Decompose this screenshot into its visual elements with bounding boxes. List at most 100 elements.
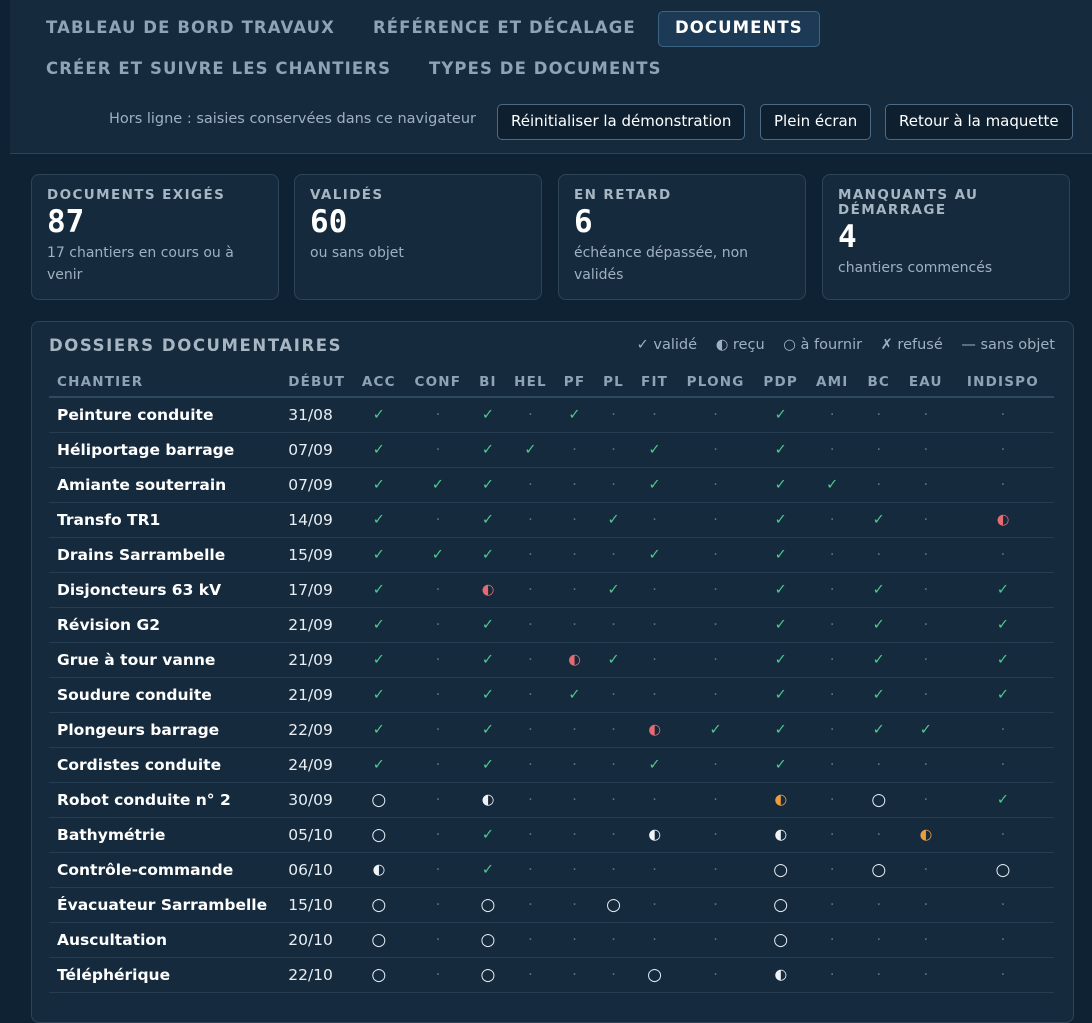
doc-status-cell[interactable]: ✓ [469, 537, 507, 573]
doc-status-cell[interactable]: ✓ [754, 397, 807, 433]
table-row[interactable]: Soudure conduite 21/09 ✓ · ✓ · ✓ · · · ✓ · ✓ · ✓ [49, 677, 1054, 713]
doc-status-cell[interactable]: ✓ [469, 397, 507, 433]
doc-status-cell[interactable]: ○ [754, 852, 807, 888]
table-row[interactable]: Contrôle-commande 06/10 ◐ · ✓ · · · · · ○ · ○ · ○ [49, 852, 1054, 888]
doc-status-cell[interactable]: ✓ [469, 852, 507, 888]
table-row[interactable]: Héliportage barrage 07/09 ✓ · ✓ ✓ · · ✓ · ✓ · · · · [49, 432, 1054, 468]
doc-status-cell[interactable]: ✓ [632, 467, 677, 503]
doc-status-cell[interactable]: ○ [351, 782, 407, 818]
doc-status-cell[interactable]: ✓ [469, 817, 507, 853]
doc-status-cell[interactable]: ○ [594, 887, 633, 923]
doc-status-cell[interactable]: ◐ [554, 642, 595, 678]
doc-status-cell[interactable]: ○ [469, 887, 507, 923]
doc-status-cell[interactable]: ✓ [632, 432, 677, 468]
doc-status-cell[interactable]: ✓ [469, 642, 507, 678]
doc-status-cell[interactable]: ✓ [469, 747, 507, 783]
table-row[interactable]: Auscultation 20/10 ○ · ○ · · · · · ○ · · · · [49, 922, 1054, 958]
doc-status-cell[interactable]: ◐ [632, 712, 677, 748]
doc-status-cell[interactable]: ✓ [351, 677, 407, 713]
tab-reference-et-decalage[interactable]: RÉFÉRENCE ET DÉCALAGE [373, 18, 636, 37]
doc-status-cell[interactable]: ✓ [754, 712, 807, 748]
doc-status-cell[interactable]: ◐ [754, 817, 807, 853]
doc-status-cell[interactable]: ✓ [951, 642, 1054, 678]
doc-status-cell[interactable]: ○ [351, 957, 407, 993]
table-row[interactable]: Robot conduite n° 2 30/09 ○ · ◐ · · · · · ◐ · ○ · ✓ [49, 782, 1054, 818]
doc-status-cell[interactable]: ✓ [857, 502, 900, 538]
doc-status-cell[interactable]: ✓ [951, 677, 1054, 713]
doc-status-cell[interactable]: ✓ [351, 537, 407, 573]
doc-status-cell[interactable]: ✓ [857, 572, 900, 608]
table-row[interactable]: Cordistes conduite 24/09 ✓ · ✓ · · · ✓ · ✓ · · · · [49, 747, 1054, 783]
tab-documents[interactable]: DOCUMENTS [658, 11, 820, 47]
doc-status-cell[interactable]: ◐ [469, 782, 507, 818]
doc-status-cell[interactable]: ✓ [754, 432, 807, 468]
doc-status-cell[interactable]: ✓ [351, 397, 407, 433]
doc-status-cell[interactable]: ✓ [594, 572, 633, 608]
doc-status-cell[interactable]: ○ [951, 852, 1054, 888]
table-row[interactable]: Disjoncteurs 63 kV 17/09 ✓ · ◐ · · ✓ · · ✓ · ✓ · ✓ [49, 572, 1054, 608]
doc-status-cell[interactable]: ○ [469, 922, 507, 958]
table-row[interactable]: Drains Sarrambelle 15/09 ✓ ✓ ✓ · · · ✓ · ✓ · · · · [49, 537, 1054, 573]
doc-status-cell[interactable]: ◐ [754, 782, 807, 818]
doc-status-cell[interactable]: ✓ [351, 467, 407, 503]
doc-status-cell[interactable]: ✓ [469, 467, 507, 503]
doc-status-cell[interactable]: ✓ [469, 502, 507, 538]
fullscreen-button[interactable]: Plein écran [760, 104, 872, 140]
doc-status-cell[interactable]: ✓ [806, 467, 858, 503]
doc-status-cell[interactable]: ✓ [506, 432, 555, 468]
doc-status-cell[interactable]: ✓ [632, 747, 677, 783]
doc-status-cell[interactable]: ✓ [754, 502, 807, 538]
doc-status-cell[interactable]: ✓ [754, 677, 807, 713]
table-row[interactable]: Transfo TR1 14/09 ✓ · ✓ · · ✓ · · ✓ · ✓ · ◐ [49, 502, 1054, 538]
doc-status-cell[interactable]: ✓ [754, 572, 807, 608]
doc-status-cell[interactable]: ✓ [406, 537, 470, 573]
table-row[interactable]: Peinture conduite 31/08 ✓ · ✓ · ✓ · · · ✓ · · · · [49, 397, 1054, 433]
table-row[interactable]: Téléphérique 22/10 ○ · ○ · · · ○ · ◐ · · · · [49, 957, 1054, 993]
doc-status-cell[interactable]: ◐ [351, 852, 407, 888]
doc-status-cell[interactable]: ✓ [469, 677, 507, 713]
doc-status-cell[interactable]: ✓ [554, 397, 595, 433]
doc-status-cell[interactable]: ○ [351, 887, 407, 923]
doc-status-cell[interactable]: ○ [351, 922, 407, 958]
doc-status-cell[interactable]: ○ [754, 922, 807, 958]
back-to-mockup-button[interactable]: Retour à la maquette [885, 104, 1073, 140]
reset-demo-button[interactable]: Réinitialiser la démonstration [497, 104, 746, 140]
doc-status-cell[interactable]: ○ [632, 957, 677, 993]
doc-status-cell[interactable]: ✓ [754, 467, 807, 503]
doc-status-cell[interactable]: ✓ [676, 712, 755, 748]
doc-status-cell[interactable]: ✓ [594, 502, 633, 538]
doc-status-cell[interactable]: ◐ [899, 817, 952, 853]
doc-status-cell[interactable]: ✓ [857, 642, 900, 678]
doc-status-cell[interactable]: ✓ [754, 747, 807, 783]
doc-status-cell[interactable]: ✓ [754, 607, 807, 643]
table-row[interactable]: Plongeurs barrage 22/09 ✓ · ✓ · · · ◐ ✓ ✓ · ✓ ✓ · [49, 712, 1054, 748]
doc-status-cell[interactable]: ✓ [351, 572, 407, 608]
doc-status-cell[interactable]: ○ [857, 852, 900, 888]
doc-status-cell[interactable]: ✓ [469, 712, 507, 748]
doc-status-cell[interactable]: ✓ [351, 502, 407, 538]
doc-status-cell[interactable]: ✓ [351, 747, 407, 783]
table-row[interactable]: Évacuateur Sarrambelle 15/10 ○ · ○ · · ○ · · ○ · · · · [49, 887, 1054, 923]
doc-status-cell[interactable]: ✓ [351, 642, 407, 678]
tab-creer-et-suivre-chantiers[interactable]: CRÉER ET SUIVRE LES CHANTIERS [46, 59, 392, 78]
doc-status-cell[interactable]: ◐ [469, 572, 507, 608]
doc-status-cell[interactable]: ✓ [351, 607, 407, 643]
doc-status-cell[interactable]: ✓ [469, 607, 507, 643]
table-row[interactable]: Bathymétrie 05/10 ○ · ✓ · · · ◐ · ◐ · · ◐ · [49, 817, 1054, 853]
table-row[interactable]: Révision G2 21/09 ✓ · ✓ · · · · · ✓ · ✓ · ✓ [49, 607, 1054, 643]
doc-status-cell[interactable]: ✓ [899, 712, 952, 748]
doc-status-cell[interactable]: ✓ [406, 467, 470, 503]
doc-status-cell[interactable]: ✓ [469, 432, 507, 468]
tab-types-de-documents[interactable]: TYPES DE DOCUMENTS [429, 59, 662, 78]
doc-status-cell[interactable]: ✓ [351, 432, 407, 468]
doc-status-cell[interactable]: ○ [857, 782, 900, 818]
doc-status-cell[interactable]: ✓ [951, 782, 1054, 818]
doc-status-cell[interactable]: ✓ [857, 677, 900, 713]
doc-status-cell[interactable]: ✓ [951, 572, 1054, 608]
doc-status-cell[interactable]: ✓ [554, 677, 595, 713]
doc-status-cell[interactable]: ✓ [951, 607, 1054, 643]
table-row[interactable]: Amiante souterrain 07/09 ✓ ✓ ✓ · · · ✓ · ✓ ✓ · · · [49, 467, 1054, 503]
doc-status-cell[interactable]: ✓ [632, 537, 677, 573]
table-row[interactable]: Grue à tour vanne 21/09 ✓ · ✓ · ◐ ✓ · · ✓ · ✓ · ✓ [49, 642, 1054, 678]
doc-status-cell[interactable]: ✓ [754, 537, 807, 573]
